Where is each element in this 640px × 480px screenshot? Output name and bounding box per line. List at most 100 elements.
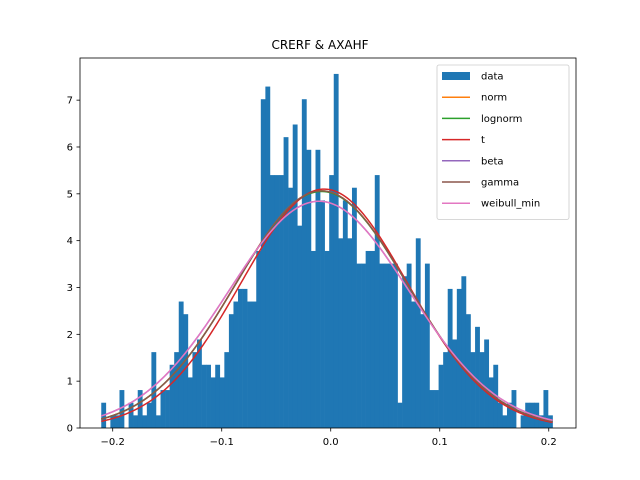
histogram-bar bbox=[219, 377, 225, 428]
histogram-bar bbox=[484, 339, 490, 428]
histogram-bar bbox=[137, 390, 143, 428]
histogram-bar bbox=[388, 263, 394, 428]
histogram-bar bbox=[370, 250, 376, 428]
histogram-bar bbox=[160, 390, 166, 428]
histogram-bar bbox=[133, 415, 139, 428]
histogram-bar bbox=[438, 364, 444, 428]
histogram-bar bbox=[279, 175, 284, 428]
histogram-bar bbox=[329, 175, 335, 428]
legend-label: data bbox=[481, 72, 504, 83]
histogram-bar bbox=[274, 175, 280, 428]
y-tick-label: 1 bbox=[67, 377, 73, 388]
histogram-bar bbox=[434, 390, 439, 428]
histogram-bar bbox=[110, 415, 116, 428]
fit-curves bbox=[101, 188, 553, 424]
histogram-bar bbox=[201, 364, 207, 428]
histogram-bar bbox=[429, 390, 435, 428]
histogram-bar bbox=[242, 288, 248, 428]
histogram-bar bbox=[502, 415, 508, 428]
x-axis: −0.2 −0.1 0.0 0.1 0.2 bbox=[101, 428, 557, 448]
histogram-bar bbox=[238, 288, 243, 428]
histogram-bar bbox=[297, 225, 303, 428]
curve-gamma bbox=[101, 190, 553, 423]
legend: data norm lognorm t beta gamma weibull_min bbox=[436, 64, 570, 220]
histogram-bar bbox=[196, 339, 202, 428]
curve-weibull-min bbox=[101, 200, 553, 422]
histogram-bar bbox=[424, 263, 430, 428]
histogram-bar bbox=[543, 390, 549, 428]
histogram-bar bbox=[488, 377, 494, 428]
legend-label: norm bbox=[481, 93, 507, 104]
legend-label: beta bbox=[481, 156, 504, 167]
histogram-bar bbox=[288, 187, 294, 428]
histogram-bar bbox=[443, 352, 449, 428]
histogram-bar bbox=[347, 238, 353, 428]
y-axis: 0 1 2 3 4 5 6 7 bbox=[67, 96, 80, 435]
legend-swatch bbox=[442, 72, 470, 80]
histogram-bar bbox=[146, 402, 152, 428]
histogram-bar bbox=[365, 250, 371, 428]
histogram-bar bbox=[183, 314, 189, 428]
legend-label: lognorm bbox=[481, 114, 522, 125]
histogram-bar bbox=[169, 364, 175, 428]
histogram-bar bbox=[301, 99, 307, 428]
histogram-bar bbox=[283, 137, 289, 428]
histogram-bar bbox=[324, 250, 330, 428]
histogram-bar bbox=[393, 263, 398, 428]
histogram-bar bbox=[224, 352, 230, 428]
histogram-bar bbox=[447, 288, 453, 428]
histogram-bar bbox=[383, 263, 389, 428]
y-tick-label: 6 bbox=[67, 142, 73, 153]
histogram-bar bbox=[306, 149, 312, 429]
histogram-bar bbox=[356, 263, 362, 428]
curve-t bbox=[101, 188, 553, 424]
x-tick-label: −0.1 bbox=[210, 437, 234, 448]
y-tick-label: 3 bbox=[67, 283, 73, 294]
histogram-bar bbox=[187, 377, 193, 428]
histogram-bar bbox=[415, 238, 421, 428]
histogram-bar bbox=[351, 187, 357, 428]
histogram-bar bbox=[269, 175, 275, 428]
histogram-bar bbox=[247, 301, 252, 428]
histogram-bar bbox=[475, 326, 480, 428]
histogram-bar bbox=[114, 415, 120, 428]
x-tick-label: −0.2 bbox=[101, 437, 125, 448]
histogram-bar bbox=[251, 301, 257, 428]
histogram-bar bbox=[374, 175, 380, 428]
histogram-bar bbox=[292, 124, 298, 428]
histogram-bar bbox=[192, 352, 198, 428]
histogram-bar bbox=[493, 364, 499, 428]
legend-label: t bbox=[481, 135, 485, 146]
histogram-bar bbox=[165, 390, 170, 428]
histogram-bar bbox=[142, 415, 148, 428]
histogram-bar bbox=[402, 276, 407, 428]
x-tick-label: 0.0 bbox=[323, 437, 339, 448]
histogram-bar bbox=[520, 415, 526, 428]
x-tick-label: 0.1 bbox=[432, 437, 448, 448]
histogram-bar bbox=[461, 276, 467, 428]
histogram-bar bbox=[338, 238, 344, 428]
histogram-bar bbox=[406, 263, 412, 428]
histogram-bar bbox=[310, 250, 316, 428]
histogram-bar bbox=[342, 200, 348, 428]
histogram-bar bbox=[411, 301, 417, 428]
histogram-bar bbox=[206, 364, 211, 428]
histogram-bar bbox=[256, 250, 262, 428]
histogram-bar bbox=[320, 200, 325, 428]
legend-label: gamma bbox=[481, 178, 519, 189]
histogram-bar bbox=[265, 86, 271, 428]
histogram-bar bbox=[155, 415, 161, 428]
y-tick-label: 4 bbox=[67, 236, 73, 247]
histogram-bar bbox=[397, 402, 403, 428]
histogram-bar bbox=[497, 402, 503, 428]
y-tick-label: 5 bbox=[67, 189, 73, 200]
histogram-bar bbox=[228, 314, 234, 428]
x-tick-label: 0.2 bbox=[541, 437, 557, 448]
histogram-bar bbox=[233, 301, 239, 428]
histogram-bar bbox=[333, 73, 339, 429]
legend-box bbox=[436, 64, 570, 220]
histogram-bar bbox=[215, 364, 221, 428]
histogram-bar bbox=[128, 402, 134, 428]
histogram-bar bbox=[529, 402, 535, 428]
